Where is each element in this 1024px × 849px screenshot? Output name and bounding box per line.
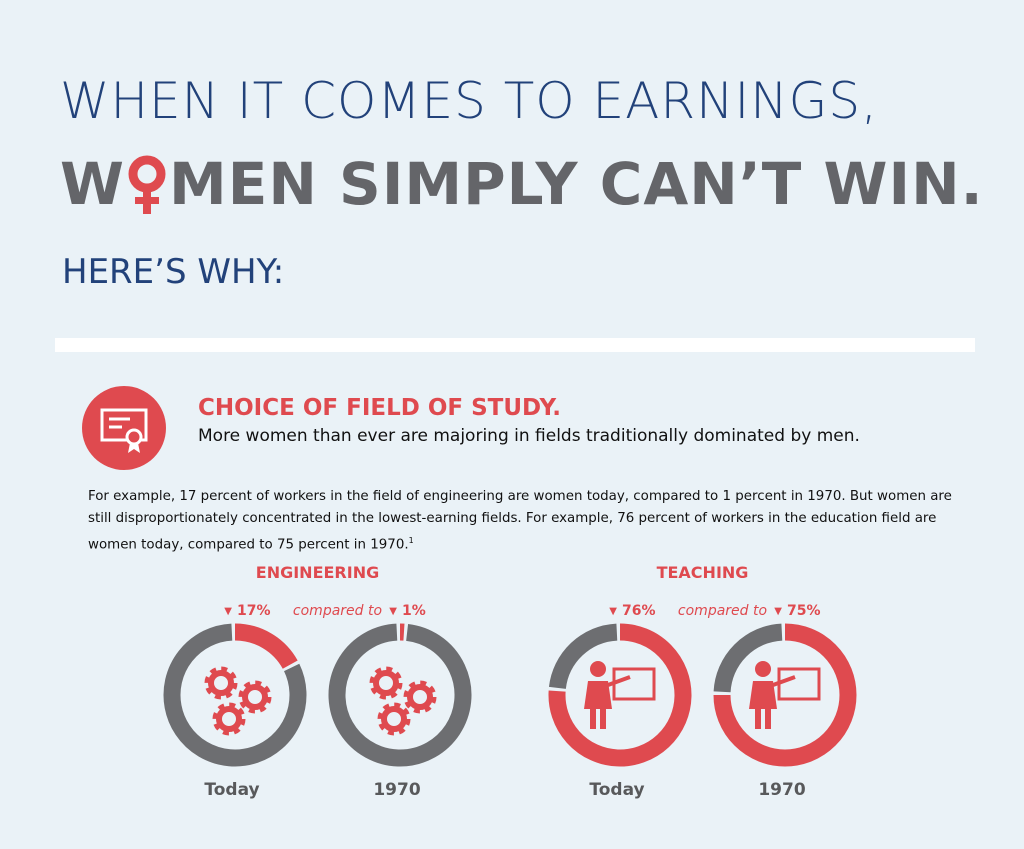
headline: WHEN IT COMES TO EARNINGS,	[60, 72, 878, 130]
divider	[55, 338, 975, 352]
subtitle: HERE’S WHY:	[62, 252, 285, 292]
compare-text: compared to	[678, 603, 767, 619]
donut-remainder	[163, 623, 307, 767]
triangle: ▼	[389, 606, 397, 617]
triangle: ▼	[609, 606, 617, 617]
donut-segment	[713, 623, 857, 767]
female-symbol	[128, 155, 166, 214]
value-label: 76%	[622, 603, 656, 619]
section-title: CHOICE OF FIELD OF STUDY.	[198, 395, 562, 421]
section-lead: More women than ever are majoring in fie…	[198, 426, 860, 446]
donut-icon	[209, 671, 267, 731]
body-text: For example, 17 percent of workers in th…	[88, 489, 952, 553]
triangle: ▼	[224, 606, 232, 617]
donut-segment	[548, 623, 692, 767]
panel-title: ENGINEERING	[256, 563, 379, 582]
headline-strong: W MEN SIMPLY CAN’T WIN.	[60, 150, 984, 218]
headline-rest: MEN SIMPLY CAN’T WIN.	[168, 150, 984, 218]
donut-icon	[747, 659, 821, 731]
footnote: 1	[408, 536, 414, 545]
donut-label: Today	[204, 780, 259, 800]
value-label: 17%	[237, 603, 271, 619]
donut-remainder	[548, 623, 618, 690]
triangle: ▼	[774, 606, 782, 617]
compare-text: compared to	[293, 603, 382, 619]
donut-remainder	[713, 623, 783, 693]
panel-title: TEACHING	[657, 563, 749, 582]
value-label: 75%	[787, 603, 821, 619]
section-body: For example, 17 percent of workers in th…	[88, 486, 978, 556]
headline-start: W	[60, 150, 125, 218]
donut-icon	[582, 659, 656, 731]
donut-label: Today	[589, 780, 644, 800]
value-label: 1%	[402, 603, 426, 619]
donut-panels: ENGINEERING compared to ▼ 17% Today ▼ 1% 1970 TE…	[163, 563, 857, 800]
donut-label: 1970	[373, 780, 420, 800]
section-icon	[82, 386, 166, 470]
donut-remainder	[328, 623, 472, 767]
donut-label: 1970	[758, 780, 805, 800]
donut-segment	[234, 623, 298, 670]
donut-icon	[374, 671, 432, 731]
